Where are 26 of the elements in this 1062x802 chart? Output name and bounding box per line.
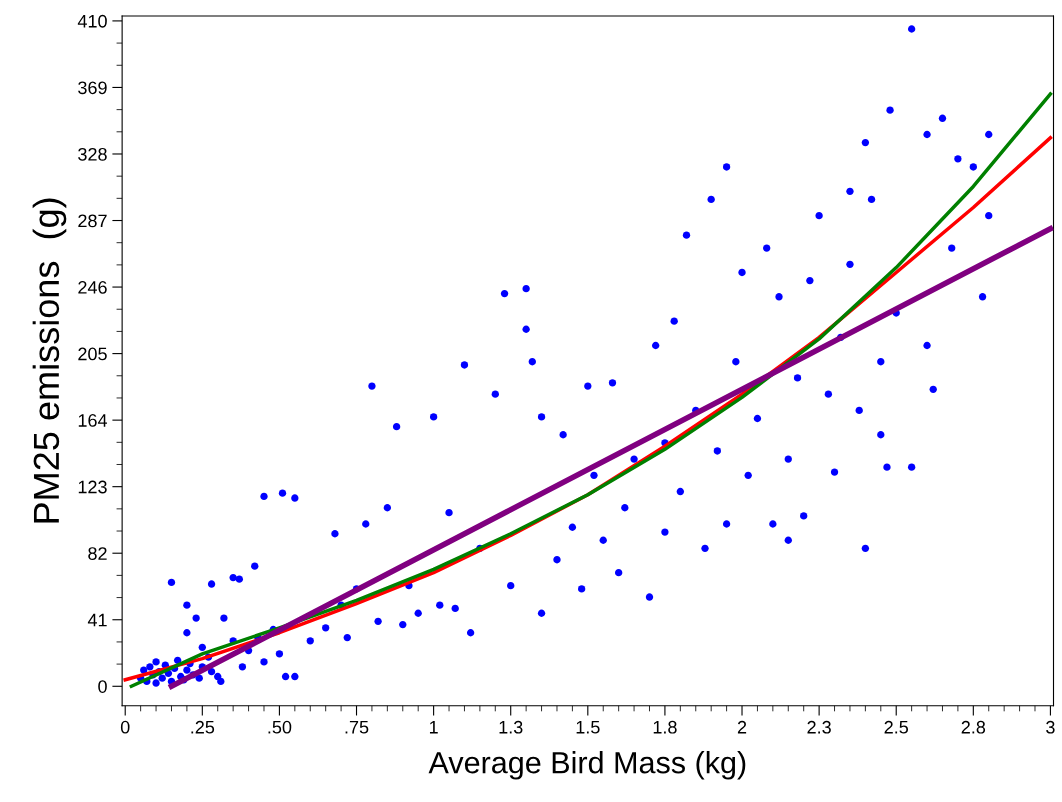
y-tick-label: 0 <box>98 680 107 694</box>
y-tick-label: 328 <box>78 147 107 161</box>
x-tick-label: 1.8 <box>653 720 677 734</box>
y-tick-label: 123 <box>78 480 107 494</box>
y-tick-label: 41 <box>87 613 107 627</box>
x-tick-label: 2.5 <box>884 720 909 734</box>
x-tick-label: 1.3 <box>499 720 523 734</box>
x-tick-label: 1.5 <box>576 721 600 734</box>
y-tick-label: 246 <box>78 280 107 294</box>
x-tick-label: 2 <box>737 720 747 734</box>
x-tick-label: 3 <box>1046 720 1055 734</box>
x-tick-label: 1 <box>429 721 438 734</box>
y-axis-title: PM25 emissions (g) <box>32 198 67 523</box>
x-tick-label: .25 <box>191 720 215 734</box>
x-axis-title: Average Bird Mass (kg) <box>428 751 746 780</box>
x-tick-label: 0 <box>120 720 130 734</box>
y-tick-label: 205 <box>78 347 107 361</box>
x-tick-label: 2.8 <box>961 720 986 734</box>
x-tick-label: .75 <box>345 721 369 734</box>
y-tick-label: 369 <box>78 81 107 95</box>
y-tick-label: 82 <box>88 547 107 560</box>
y-tick-label: 410 <box>77 14 107 28</box>
x-tick-label: 2.3 <box>807 720 831 734</box>
y-tick-label: 287 <box>78 214 107 228</box>
x-tick-label: .50 <box>268 720 292 734</box>
y-tick-label: 164 <box>78 414 108 427</box>
